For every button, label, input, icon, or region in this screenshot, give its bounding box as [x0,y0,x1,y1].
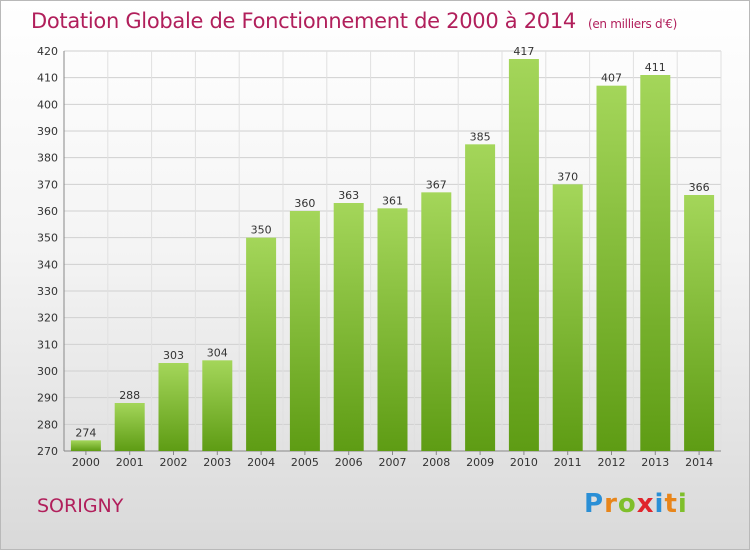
x-tick-label-2005: 2005 [291,456,319,469]
x-tick-label-2001: 2001 [116,456,144,469]
bar-2011 [552,184,583,452]
y-tick-label: 310 [37,338,58,351]
data-label-2004: 350 [251,224,272,237]
y-tick-label: 350 [37,232,58,245]
bar-2002 [158,363,189,451]
data-label-2002: 303 [163,349,184,362]
y-tick-label: 400 [37,98,58,111]
y-tick-label: 390 [37,125,58,138]
y-tick-label: 270 [37,445,58,458]
bars [70,59,715,452]
bar-2006 [333,203,364,451]
x-tick-label-2006: 2006 [335,456,363,469]
data-label-2010: 417 [513,45,534,58]
data-label-2000: 274 [75,426,96,439]
data-label-2011: 370 [557,170,578,183]
bar-2004 [246,237,277,451]
y-tick-label: 300 [37,365,58,378]
data-label-2003: 304 [207,346,228,359]
bar-2000 [70,440,101,451]
x-tick-label-2003: 2003 [203,456,231,469]
bar-2014 [684,195,715,451]
y-tick-label: 420 [37,45,58,58]
x-tick-label-2010: 2010 [510,456,538,469]
data-label-2001: 288 [119,389,140,402]
y-tick-label: 340 [37,258,58,271]
data-label-2006: 363 [338,189,359,202]
data-label-2005: 360 [294,197,315,210]
place-name: SORIGNY [37,495,124,517]
y-tick-label: 290 [37,392,58,405]
data-label-2009: 385 [470,130,491,143]
x-tick-label-2002: 2002 [160,456,188,469]
data-label-2013: 411 [645,61,666,74]
chart-title-text: Dotation Globale de Fonctionnement de 20… [31,9,576,33]
x-tick-label-2012: 2012 [598,456,626,469]
bar-2013 [640,75,671,451]
bar-2010 [508,59,539,451]
x-tick-label-2007: 2007 [379,456,407,469]
y-tick-label: 370 [37,178,58,191]
chart-unit-note: (en milliers d'€) [587,17,677,31]
x-tick-label-2004: 2004 [247,456,275,469]
x-tick-label-2011: 2011 [554,456,582,469]
chart-title: Dotation Globale de Fonctionnement de 20… [31,9,677,33]
bar-2009 [465,144,496,452]
y-tick-label: 410 [37,72,58,85]
x-tick-label-2009: 2009 [466,456,494,469]
data-labels: 274 288 303 304 350 360 363 361 367 385 417 370 407 4… [75,45,709,439]
y-tick-label: 380 [37,152,58,165]
x-tick-label-2014: 2014 [685,456,713,469]
bar-2007 [377,208,408,451]
data-label-2007: 361 [382,194,403,207]
bar-2012 [596,85,627,452]
bar-2003 [202,360,233,451]
y-tick-label: 360 [37,205,58,218]
data-label-2012: 407 [601,72,622,85]
bar-2005 [289,211,320,451]
proxiti-logo: Proxiti [584,489,688,519]
bar-2001 [114,403,145,451]
x-tick-label-2008: 2008 [422,456,450,469]
y-tick-label: 280 [37,418,58,431]
x-tick-label-2000: 2000 [72,456,100,469]
data-label-2008: 367 [426,178,447,191]
data-label-2014: 366 [689,181,710,194]
x-tick-label-2013: 2013 [641,456,669,469]
y-tick-label: 320 [37,312,58,325]
y-tick-label: 330 [37,285,58,298]
bar-2008 [421,192,452,452]
